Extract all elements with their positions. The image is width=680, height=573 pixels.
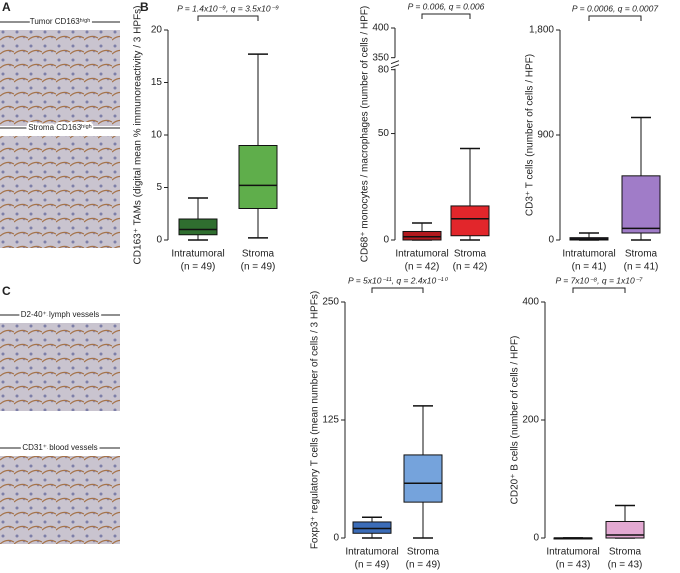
x-tick-label: Intratumoral xyxy=(395,249,448,260)
y-tick-label: 0 xyxy=(548,235,554,246)
annotation: P = 1.4x10⁻⁹, q = 3.5x10⁻⁹ xyxy=(177,3,279,13)
micrograph xyxy=(0,30,120,126)
annotation: P = 5x10⁻¹¹, q = 2.4x10⁻¹⁰ xyxy=(348,275,449,285)
y-tick-label: 0 xyxy=(533,533,539,544)
axis-break xyxy=(390,60,400,69)
significance-bracket xyxy=(371,287,424,293)
y-tick-label: 80 xyxy=(378,64,390,75)
box xyxy=(621,175,661,234)
y-tick-label: 20 xyxy=(151,25,163,36)
image-caption: CD31⁺ blood vessels xyxy=(22,443,97,452)
n-label: (n = 41) xyxy=(624,262,659,273)
box xyxy=(352,521,392,534)
x-tick-label: Intratumoral xyxy=(562,249,615,260)
annotation: P = 0.0006, q = 0.0007 xyxy=(572,3,658,13)
y-tick-label: 0 xyxy=(333,533,339,544)
y-tick-label: 1,800 xyxy=(529,25,554,36)
n-label: (n = 41) xyxy=(572,262,607,273)
y-axis-label: CD68⁺ monocytes / macrophages (number of… xyxy=(360,6,371,262)
y-tick-label: 10 xyxy=(151,130,163,141)
y-tick-label: 200 xyxy=(522,415,539,426)
y-tick-label: 50 xyxy=(378,128,390,139)
significance-bracket xyxy=(588,15,642,21)
micrograph xyxy=(0,136,120,248)
x-tick-label: Intratumoral xyxy=(171,249,224,260)
image-caption: D2-40⁺ lymph vessels xyxy=(21,310,99,319)
box xyxy=(402,230,442,241)
panel-label: C xyxy=(2,284,11,298)
y-tick-label: 350 xyxy=(372,52,389,63)
panel-label: A xyxy=(2,0,11,14)
y-tick-label: 125 xyxy=(322,415,339,426)
y-axis-label: CD163⁺ TAMs (digital mean % immunoreacti… xyxy=(133,6,144,265)
images: Tumor CD163ʰⁱᵍʰ Stroma CD163ʰⁱᵍʰ D2-40⁺ … xyxy=(0,15,120,544)
n-label: (n = 43) xyxy=(556,560,591,571)
x-tick-label: Stroma xyxy=(242,249,275,260)
significance-bracket xyxy=(197,15,259,21)
image-caption: Stroma CD163ʰⁱᵍʰ xyxy=(28,123,92,132)
x-tick-label: Stroma xyxy=(609,547,642,558)
x-tick-label: Intratumoral xyxy=(546,547,599,558)
box xyxy=(450,205,490,237)
y-axis-label: CD3⁺ T cells (number of cells / HPF) xyxy=(525,54,536,216)
micrograph xyxy=(0,456,120,544)
n-label: (n = 42) xyxy=(453,262,488,273)
x-tick-label: Stroma xyxy=(454,249,487,260)
significance-bracket xyxy=(572,287,626,293)
n-label: (n = 49) xyxy=(406,560,441,571)
n-label: (n = 42) xyxy=(405,262,440,273)
x-tick-label: Intratumoral xyxy=(345,547,398,558)
y-tick-label: 250 xyxy=(322,297,339,308)
x-tick-label: Stroma xyxy=(625,249,658,260)
micrograph xyxy=(0,323,120,411)
panel-label: B xyxy=(140,0,149,14)
x-tick-label: Stroma xyxy=(407,547,440,558)
y-axis-label: Foxp3⁺ regulatory T cells (mean number o… xyxy=(310,291,321,549)
n-label: (n = 49) xyxy=(241,262,276,273)
n-label: (n = 43) xyxy=(608,560,643,571)
y-tick-label: 0 xyxy=(156,235,162,246)
y-tick-label: 400 xyxy=(522,297,539,308)
y-axis-label: CD20⁺ B cells (number of cells / HPF) xyxy=(510,336,521,505)
annotation: P = 0.006, q = 0.006 xyxy=(408,1,485,11)
box xyxy=(605,520,645,539)
y-tick-label: 900 xyxy=(537,130,554,141)
y-tick-label: 400 xyxy=(372,23,389,34)
y-tick-label: 0 xyxy=(383,235,389,246)
image-caption: Tumor CD163ʰⁱᵍʰ xyxy=(30,17,91,26)
box xyxy=(238,145,278,209)
box xyxy=(178,218,218,236)
n-label: (n = 49) xyxy=(181,262,216,273)
y-tick-label: 15 xyxy=(151,77,163,88)
annotation: P = 7x10⁻⁸, q = 1x10⁻⁷ xyxy=(556,275,644,285)
box xyxy=(403,454,443,503)
n-label: (n = 49) xyxy=(355,560,390,571)
significance-bracket xyxy=(421,13,471,19)
y-tick-label: 5 xyxy=(156,182,162,193)
